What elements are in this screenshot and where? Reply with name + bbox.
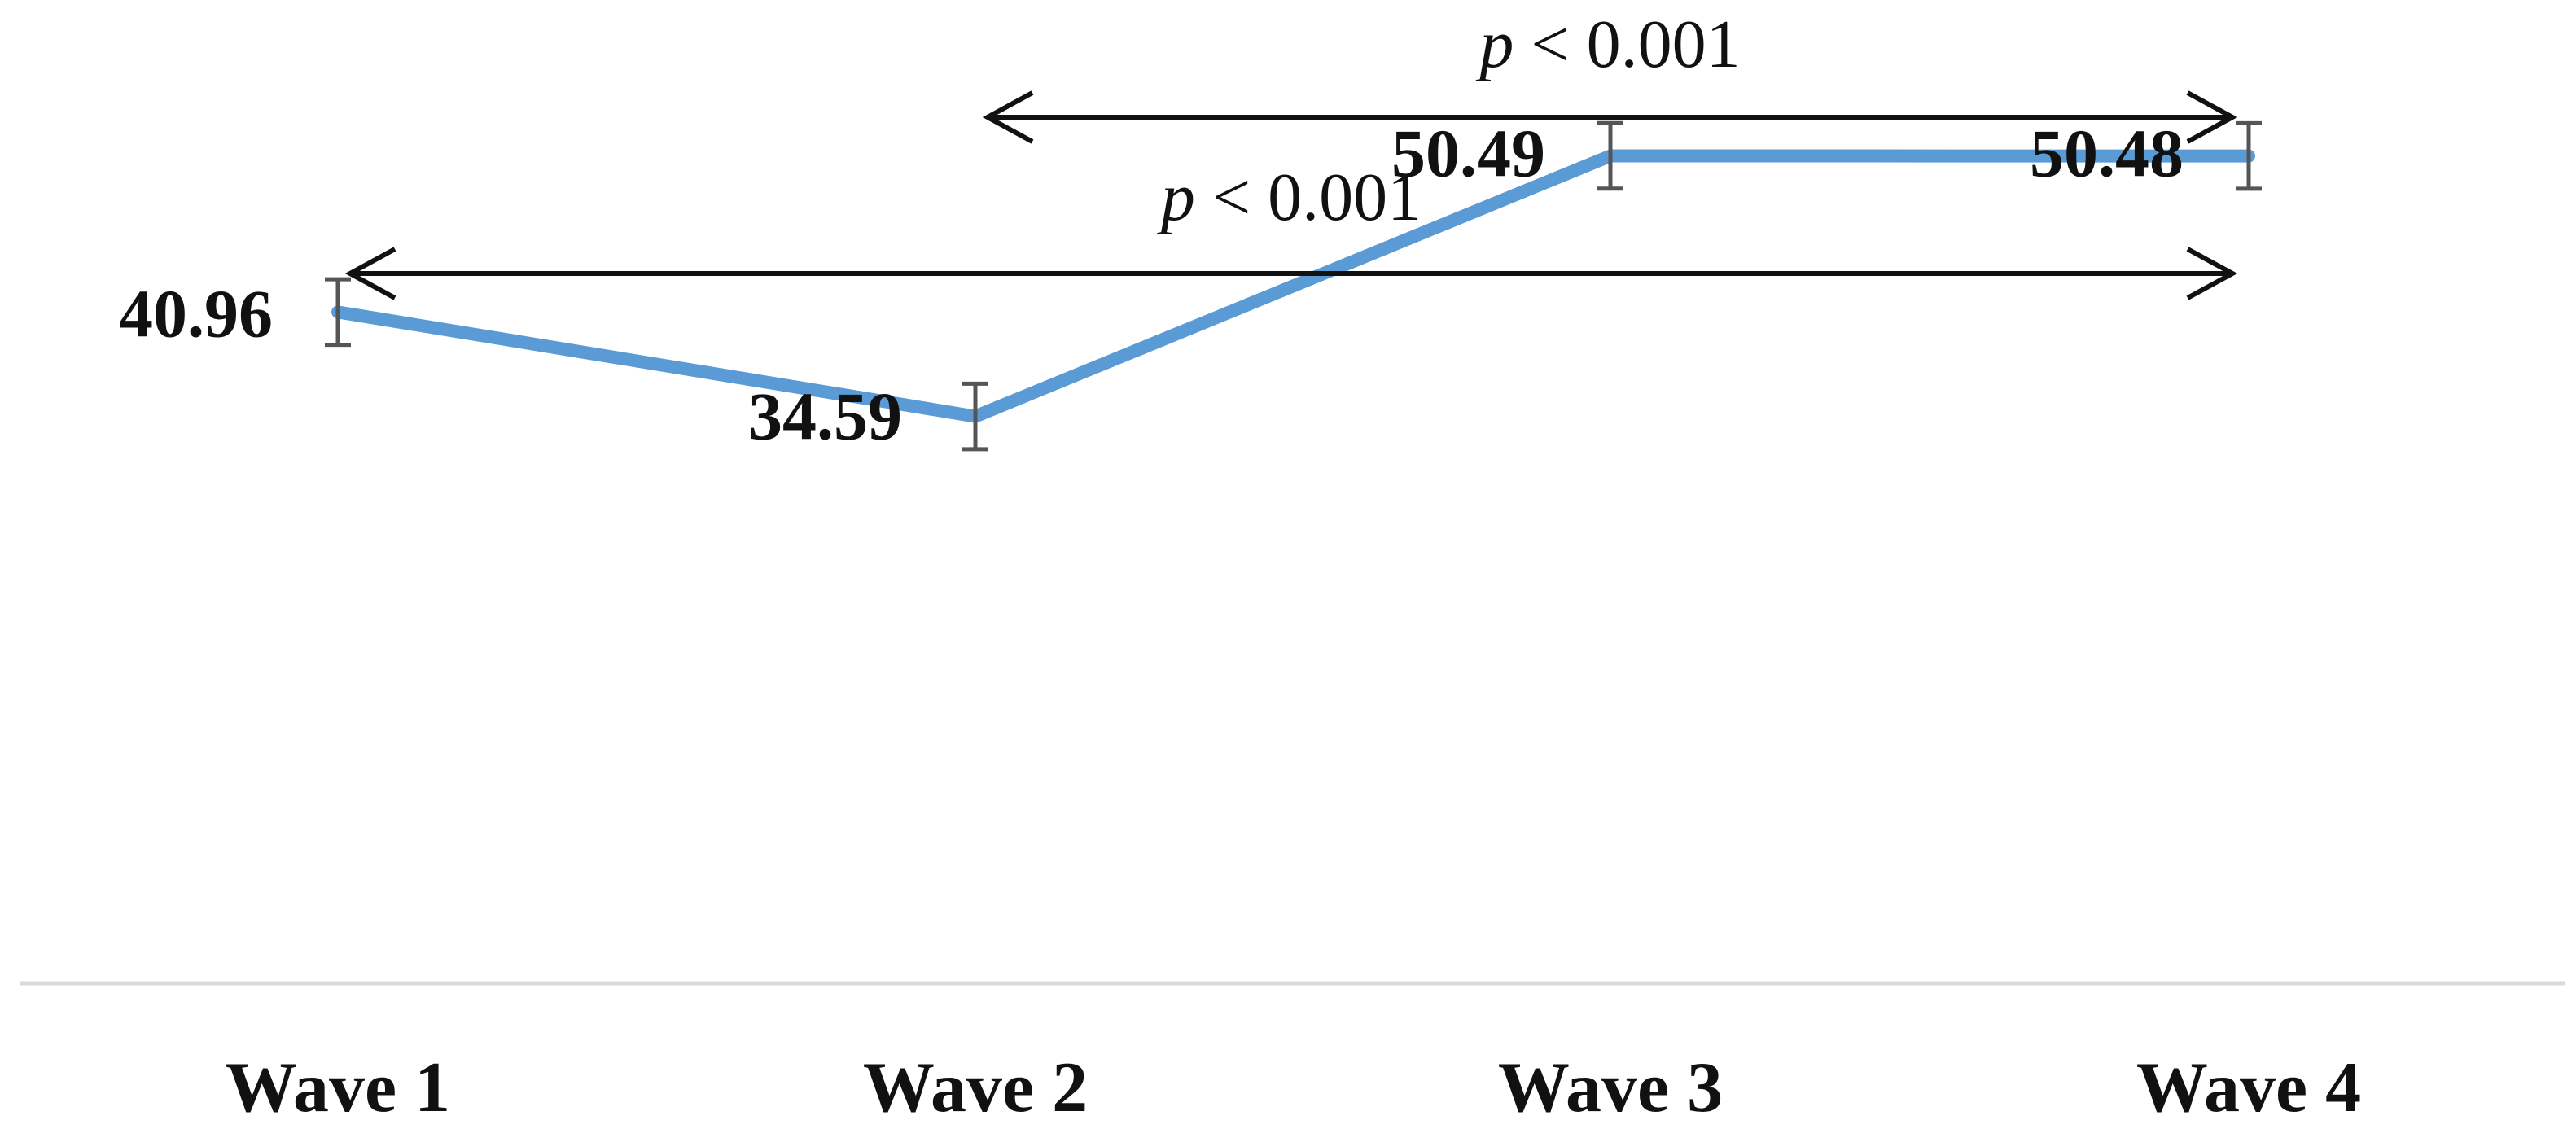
series-line [331,149,2255,423]
x-tick-label: Wave 3 [1498,1048,1723,1127]
error-bar [1597,120,1623,191]
data-label-layer: 40.96 34.59 50.49 50.48 [119,116,2184,454]
x-tick-label: Wave 1 [226,1048,450,1127]
error-bar [325,277,351,348]
annotation-layer: p < 0.001 p < 0.001 [344,7,2238,300]
errorbar-layer [325,120,2262,452]
significance-bracket: p < 0.001 [344,160,2238,300]
p-value-label: p < 0.001 [1475,7,1740,82]
data-label: 40.96 [119,276,273,352]
error-bar [2236,120,2262,191]
p-value-label: p < 0.001 [1157,160,1422,235]
data-label: 50.49 [1391,116,1545,191]
error-bar [962,381,988,452]
data-label: 34.59 [748,379,902,455]
tick-label-layer: Wave 1 Wave 2 Wave 3 Wave 4 [226,1048,2361,1127]
significance-bracket: p < 0.001 [982,7,2238,144]
data-label: 50.48 [2030,116,2184,192]
x-tick-label: Wave 4 [2136,1048,2361,1127]
x-tick-label: Wave 2 [863,1048,1088,1127]
series-layer [331,149,2255,423]
